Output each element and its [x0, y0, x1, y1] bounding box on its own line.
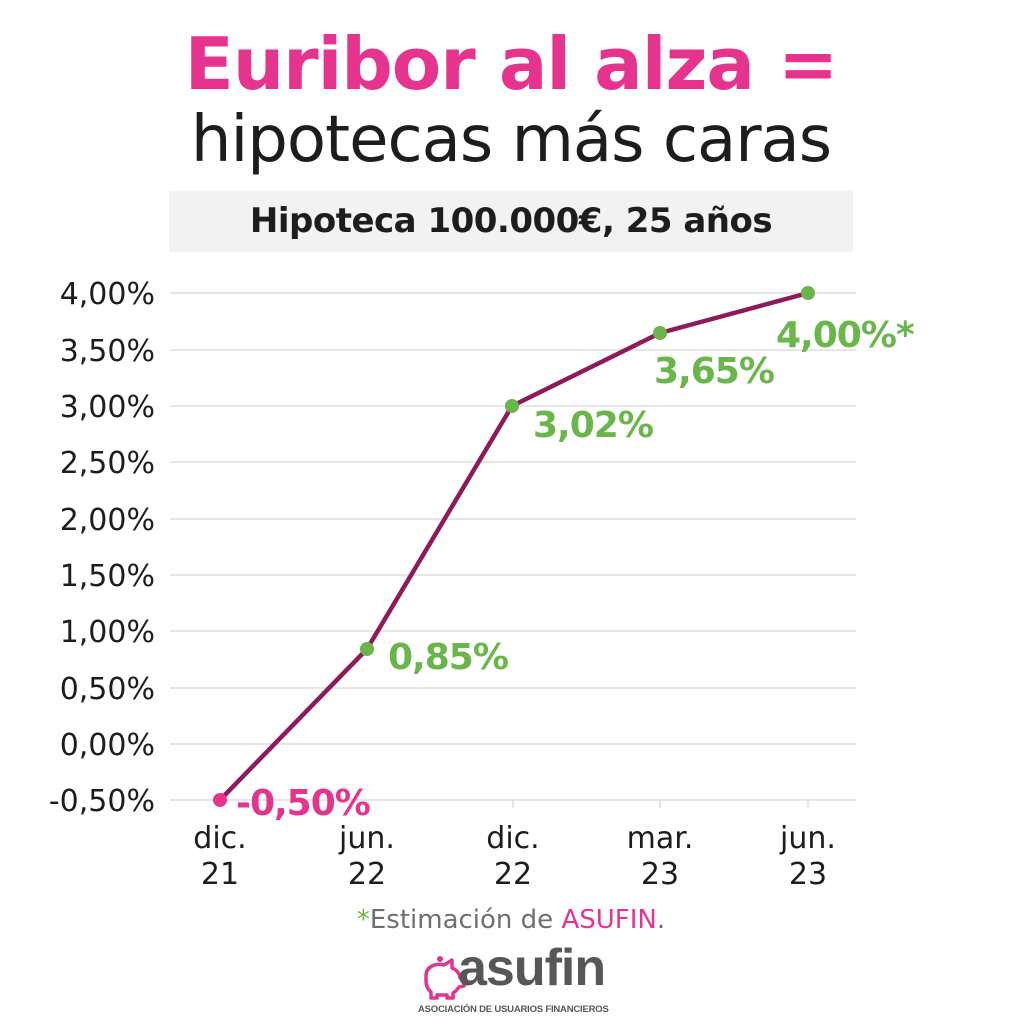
y-tick-label: 3,50% [60, 334, 155, 369]
y-tick-label: 2,00% [60, 503, 155, 538]
data-point [360, 642, 374, 656]
footnote-text: Estimación de [369, 905, 562, 935]
logo-tagline: ASOCIACIÓN DE USUARIOS FINANCIEROS [418, 1004, 609, 1015]
x-tick-label-month: mar. [627, 821, 694, 856]
footnote: *Estimación de ASUFIN. [0, 905, 1022, 935]
data-label: 0,85% [388, 637, 508, 678]
footnote-asterisk: * [356, 905, 370, 935]
data-label: 4,00%* [776, 315, 915, 356]
y-tick-label: 3,00% [60, 390, 155, 425]
piggy-bank-icon [424, 956, 466, 1000]
line-chart: 4,00% 3,50% 3,00% 2,50% 2,00% 1,50% 1,00… [49, 277, 916, 892]
footnote-brand: ASUFIN [561, 905, 657, 935]
subtitle-banner: Hipoteca 100.000€, 25 años [169, 191, 853, 252]
x-tick-label-year: 21 [201, 857, 239, 892]
data-point [213, 793, 227, 807]
y-tick-label: -0,50% [49, 784, 155, 819]
asufin-logo: asufin ASOCIACIÓN DE USUARIOS FINANCIERO… [418, 939, 609, 1020]
data-point [505, 399, 519, 413]
x-tick-label-month: jun. [779, 821, 836, 856]
y-tick-label: 0,50% [60, 672, 155, 707]
y-tick-label: 4,00% [60, 277, 155, 312]
x-tick-label-year: 23 [641, 857, 679, 892]
x-tick-label-month: jun. [338, 821, 395, 856]
y-tick-label: 2,50% [60, 446, 155, 481]
y-tick-label: 1,50% [60, 559, 155, 594]
data-point [801, 286, 815, 300]
x-tick-label-year: 22 [494, 857, 532, 892]
x-axis: dic. 21 jun. 22 dic. 22 mar. 23 jun. 23 [193, 821, 836, 892]
chart-subtitle-headline: hipotecas más caras [190, 103, 832, 177]
x-tick-label-month: dic. [193, 821, 246, 856]
y-tick-label: 1,00% [60, 615, 155, 650]
logo-wordmark: asufin [458, 939, 606, 997]
data-point [653, 326, 667, 340]
footnote-end: . [656, 905, 666, 935]
y-axis: 4,00% 3,50% 3,00% 2,50% 2,00% 1,50% 1,00… [49, 277, 155, 819]
data-points [213, 286, 815, 807]
y-tick-label: 0,00% [60, 728, 155, 763]
chart-title: Euribor al alza = [184, 22, 839, 106]
data-label: -0,50% [236, 783, 370, 824]
subtitle-text: Hipoteca 100.000€, 25 años [249, 201, 773, 241]
x-tick-label-month: dic. [486, 821, 539, 856]
data-label: 3,65% [654, 351, 774, 392]
x-tick-label-year: 22 [348, 857, 386, 892]
x-tick-label-year: 23 [789, 857, 827, 892]
data-label: 3,02% [533, 405, 653, 446]
data-labels: -0,50% 0,85% 3,02% 3,65% 4,00%* [236, 315, 916, 824]
gridlines [170, 292, 856, 808]
